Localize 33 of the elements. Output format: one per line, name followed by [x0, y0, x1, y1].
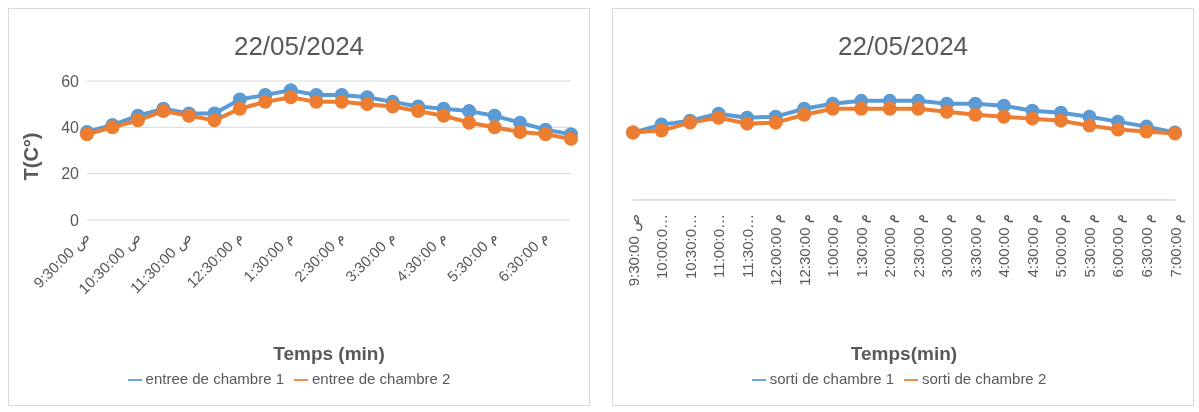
x-tick-label: 1:00:00 م — [824, 213, 843, 278]
x-tick-label: 12:00:00 م — [767, 213, 786, 286]
chart-title: 22/05/2024 — [836, 31, 970, 63]
x-tick-label: 6:30:00 م — [1137, 213, 1156, 278]
legend-label: entree de chambre 2 — [312, 369, 451, 387]
x-tick-label: 11:00:0… — [710, 213, 728, 278]
x-tick-label: 1:30:00 م — [852, 213, 871, 278]
chart-title: 22/05/2024 — [232, 31, 366, 63]
x-tick-label: 2:30:00 م — [909, 213, 928, 278]
x-tick-label: 10:30:0… — [681, 213, 699, 280]
x-tick-label: 2:00:00 م — [881, 213, 900, 278]
x-tick-label: 11:30:0… — [738, 213, 756, 278]
y-tick-label: 20 — [61, 165, 80, 183]
x-axis-title: Temps (min) — [273, 342, 385, 364]
y-axis-title: T(C°) — [20, 132, 43, 181]
x-tick-label: 3:30:00 م — [966, 213, 985, 278]
x-tick-label: 5:30:00 م — [1080, 213, 1099, 278]
y-tick-label: 0 — [70, 211, 80, 229]
x-axis-title: Temps(min) — [850, 342, 958, 364]
x-tick-label: 6:00:00 م — [1109, 213, 1128, 278]
x-tick-label: 4:00:00 م — [995, 213, 1014, 278]
x-tick-label: 5:00:00 م — [1052, 213, 1071, 278]
legend-label: sorti de chambre 2 — [922, 369, 1047, 387]
x-tick-label: 9:30:00 ص — [624, 213, 643, 287]
x-tick-label: 12:30:00 م — [795, 213, 814, 286]
y-tick-label: 60 — [61, 72, 80, 90]
legend-label: entree de chambre 1 — [145, 369, 284, 387]
x-tick-label: 3:00:00 م — [938, 213, 957, 278]
legend-label: sorti de chambre 1 — [769, 369, 894, 387]
y-tick-label: 40 — [61, 119, 80, 136]
x-tick-label: 7:00:00 م — [1166, 213, 1185, 278]
x-tick-label: 10:00:0… — [653, 213, 671, 280]
x-tick-label: 4:30:00 م — [1023, 213, 1042, 278]
